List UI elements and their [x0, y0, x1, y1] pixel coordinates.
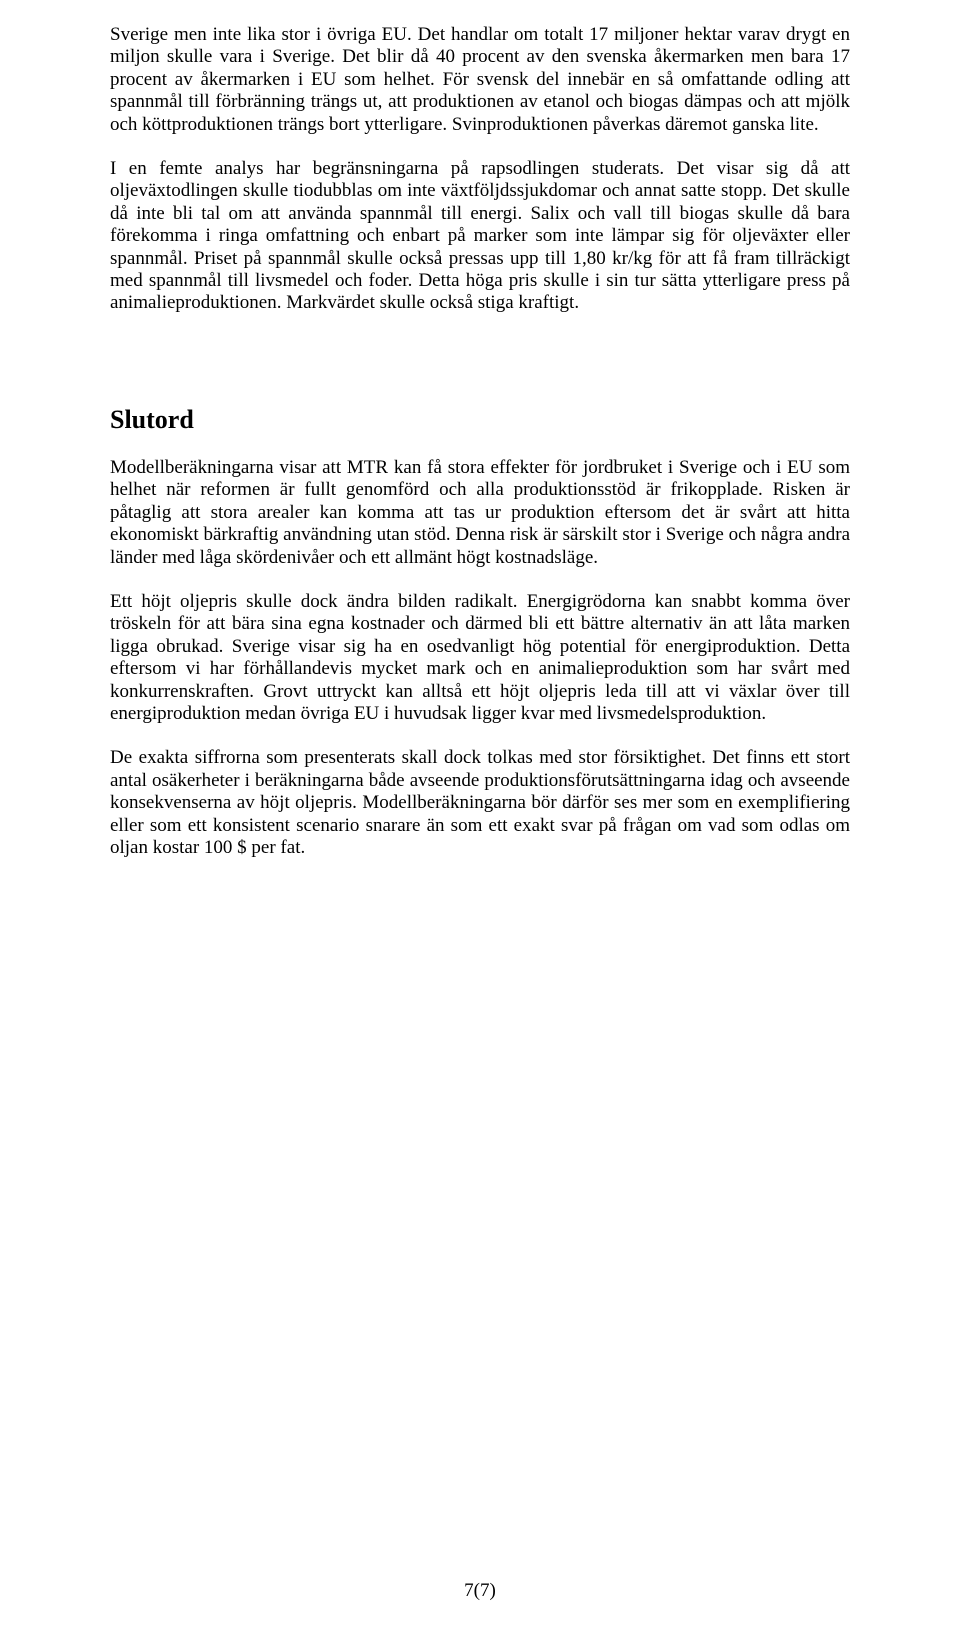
page-number: 7(7)	[464, 1580, 496, 1601]
body-paragraph: Modellberäkningarna visar att MTR kan få…	[110, 457, 850, 569]
body-paragraph: Ett höjt oljepris skulle dock ändra bild…	[110, 591, 850, 725]
document-page: Sverige men inte lika stor i övriga EU. …	[0, 0, 960, 1648]
section-heading: Slutord	[110, 405, 850, 435]
body-paragraph: I en femte analys har begränsningarna på…	[110, 158, 850, 315]
body-paragraph: De exakta siffrorna som presenterats ska…	[110, 747, 850, 859]
body-paragraph: Sverige men inte lika stor i övriga EU. …	[110, 24, 850, 136]
page-footer: 7(7)	[0, 1580, 960, 1602]
